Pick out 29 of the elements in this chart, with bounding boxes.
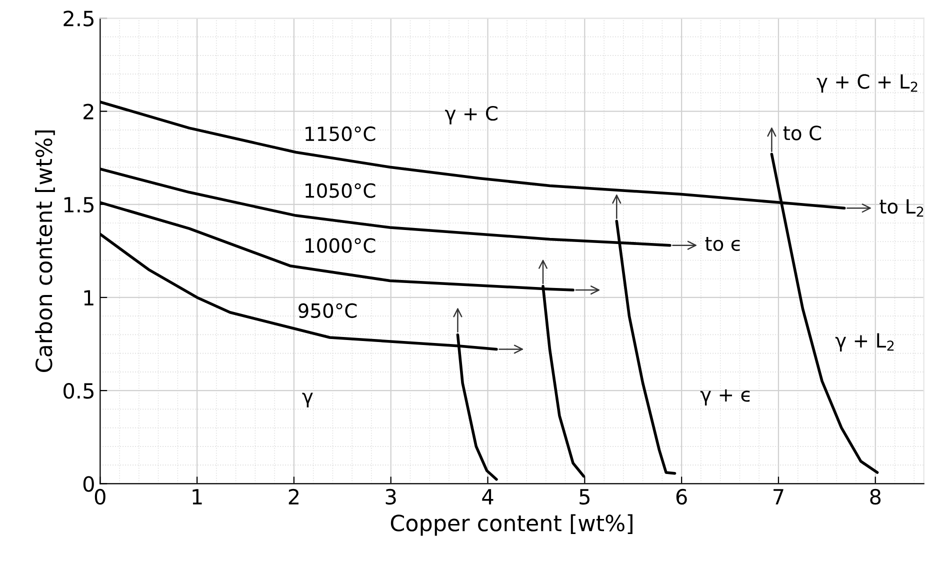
annotation: γ + ϵ — [700, 389, 750, 406]
x-tick-label: 0 — [94, 488, 106, 505]
x-tick-label: 4 — [482, 489, 494, 504]
annotation: to C — [783, 126, 822, 140]
annotation: 1000°C — [306, 238, 376, 253]
annotation: 950°C — [298, 303, 357, 318]
x-axis-title: Copper content [wt%] — [390, 514, 632, 536]
x-tick-label: 3 — [386, 488, 396, 505]
x-tick-label: 6 — [676, 488, 687, 505]
x-tick-label: 8 — [870, 488, 881, 505]
y-tick-label: 2 — [84, 104, 94, 120]
y-tick-label: 0.5 — [64, 383, 94, 399]
annotation: to ϵ — [705, 237, 740, 251]
x-tick-label: 5 — [580, 489, 590, 505]
annotation: γ + L$_{2}$ — [835, 333, 894, 352]
annotation: 1150°C — [306, 126, 376, 142]
x-tick-label: 1 — [192, 489, 202, 504]
annotation: to L$_{2}$ — [880, 199, 924, 217]
y-tick-label: 2.5 — [64, 10, 94, 26]
y-axis-title: Carbon content [wt%] — [35, 130, 55, 372]
annotation: 1050°C — [306, 183, 376, 198]
x-tick-label: 7 — [774, 489, 784, 504]
x-tick-label: 2 — [288, 488, 298, 504]
annotation: γ — [302, 392, 313, 408]
annotation: γ + C + L$_{2}$ — [816, 74, 918, 93]
y-tick-label: 1 — [84, 290, 94, 306]
y-tick-label: 0 — [83, 476, 94, 492]
annotation: γ + C — [445, 106, 498, 124]
y-tick-label: 1.5 — [64, 197, 94, 213]
